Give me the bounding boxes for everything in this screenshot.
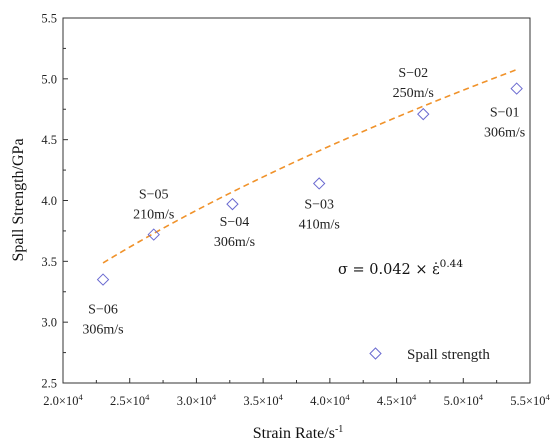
fit-curve-layer (102, 68, 517, 264)
data-point-velocity-label: 250m/s (393, 86, 434, 101)
x-tick-label: 3.5×104 (243, 392, 283, 408)
data-point-id-label: S−06 (88, 303, 118, 318)
x-axis-title-exponent: -1 (335, 424, 343, 435)
y-tick-label: 5.5 (41, 12, 57, 26)
fit-equation-lhs: σ = 0.042 × ε̇ (338, 262, 440, 278)
data-point-velocity-label: 306m/s (214, 235, 255, 250)
y-tick-label: 3.5 (41, 255, 57, 269)
x-tick-label: 2.5×104 (110, 392, 150, 408)
data-point-velocity-label: 306m/s (82, 323, 123, 338)
x-tick-label: 5.0×104 (444, 392, 484, 408)
data-point-id-label: S−03 (304, 197, 334, 212)
data-point-velocity-label: 306m/s (484, 126, 525, 141)
fit-equation-exponent: 0.44 (440, 258, 464, 270)
data-point-id-label: S−02 (398, 66, 428, 81)
data-point-velocity-label: 210m/s (133, 208, 174, 223)
data-point-marker (96, 273, 110, 286)
x-tick-label: 2.0×104 (43, 392, 83, 408)
legend: Spall strength (369, 347, 490, 363)
data-points-layer: S−06 306m/s S−05 210m/s S−04 306m/s S−03 410m/s… (82, 66, 525, 337)
x-tick-label: 5.5×104 (510, 392, 550, 408)
y-axis-title: Spall Strength/GPa (10, 138, 27, 261)
data-point-marker (226, 197, 239, 211)
data-point-velocity-label: 410m/s (299, 217, 340, 232)
fit-equation: σ = 0.042 × ε̇0.44 (338, 258, 463, 278)
data-point-id-label: S−04 (220, 215, 250, 230)
plot-border (62, 17, 531, 384)
legend-diamond-icon (369, 347, 382, 360)
plot-frame (62, 17, 531, 384)
data-point-id-label: S−01 (490, 106, 520, 121)
y-tick-label: 3.0 (41, 316, 57, 330)
y-tick-label: 4.5 (41, 133, 57, 147)
y-tick-label: 2.5 (41, 377, 57, 391)
data-point-marker (312, 177, 326, 190)
x-axis-ticks: 2.0×104 2.5×104 3.0×104 3.5×104 4.0×104 4.5×1… (43, 378, 550, 408)
data-point-marker (147, 228, 160, 241)
y-tick-label: 4.0 (41, 194, 57, 208)
x-tick-label: 3.0×104 (177, 392, 217, 408)
y-axis-ticks: 2.5 3.0 3.5 4.0 4.5 5.0 5.5 (41, 12, 68, 391)
x-tick-label: 4.0×104 (310, 392, 350, 408)
legend-label: Spall strength (407, 347, 490, 363)
y-tick-label: 5.0 (41, 72, 57, 86)
x-tick-label: 4.5×104 (377, 392, 417, 408)
fit-curve-line (102, 68, 517, 264)
data-point-id-label: S−05 (139, 188, 169, 203)
x-axis-title: Strain Rate/s-1 (253, 424, 344, 442)
data-point-marker (510, 82, 523, 95)
data-point-marker (417, 107, 430, 121)
